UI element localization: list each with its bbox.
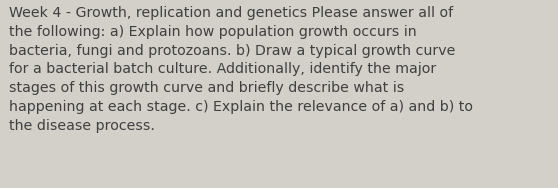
Text: Week 4 - Growth, replication and genetics Please answer all of
the following: a): Week 4 - Growth, replication and genetic… (9, 6, 474, 133)
